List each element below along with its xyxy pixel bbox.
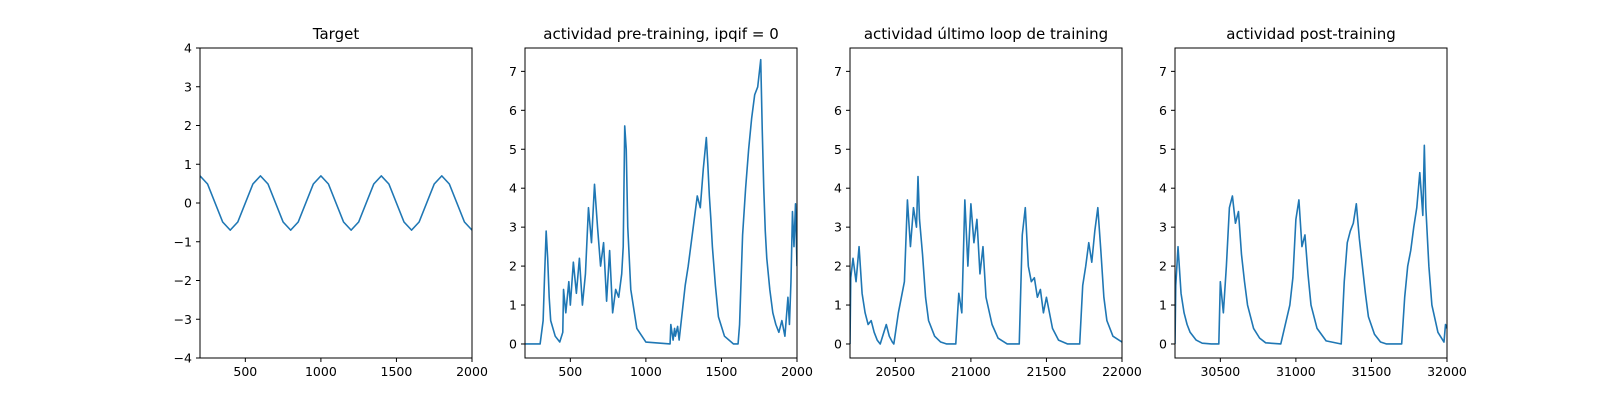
y-tick-label: 3 (1159, 220, 1167, 235)
y-tick-label: 0 (834, 336, 842, 351)
y-tick-label: 4 (834, 181, 842, 196)
y-tick-label: 3 (184, 79, 192, 94)
y-tick-label: 1 (184, 157, 192, 172)
y-tick-label: −1 (174, 234, 192, 249)
y-tick-label: 6 (509, 103, 517, 118)
y-tick-label: 2 (509, 259, 517, 274)
x-tick-label: 2000 (456, 364, 488, 379)
y-tick-label: 7 (509, 64, 517, 79)
series-line (850, 175, 1122, 345)
x-tick-label: 20500 (875, 364, 915, 379)
y-tick-label: 5 (834, 142, 842, 157)
y-tick-label: 2 (184, 118, 192, 133)
y-tick-label: 0 (509, 336, 517, 351)
x-tick-label: 1500 (381, 364, 413, 379)
y-tick-label: 6 (834, 103, 842, 118)
y-tick-label: 4 (184, 41, 192, 56)
y-tick-label: 2 (1159, 259, 1167, 274)
subplot-title: actividad último loop de training (864, 25, 1108, 43)
y-tick-label: 3 (834, 220, 842, 235)
axes-frame (524, 47, 798, 359)
x-tick-label: 1000 (630, 364, 662, 379)
x-tick-label: 1500 (706, 364, 738, 379)
subplot-1: Target 500 1000 1500 2000 −4 −3 −2 −1 0 1 2 3 4 (174, 25, 488, 379)
x-tick-label: 32000 (1427, 364, 1467, 379)
y-tick-label: 5 (509, 142, 517, 157)
x-tick-label: 2000 (781, 364, 813, 379)
y-tick-label: 1 (834, 298, 842, 313)
x-tick-label: 500 (233, 364, 257, 379)
y-tick-label: 0 (184, 196, 192, 211)
y-tick-label: 3 (509, 220, 517, 235)
x-tick-label: 30500 (1200, 364, 1240, 379)
y-tick-label: 2 (834, 259, 842, 274)
axes-frame (849, 47, 1123, 359)
x-tick-label: 31000 (1276, 364, 1316, 379)
y-tick-label: 1 (1159, 298, 1167, 313)
y-tick-label: 5 (1159, 142, 1167, 157)
subplot-2: actividad pre-training, ipqif = 0 500 1000… (509, 25, 813, 379)
y-tick-label: −2 (174, 273, 192, 288)
x-tick-label: 21500 (1027, 364, 1067, 379)
subplot-title: actividad pre-training, ipqif = 0 (543, 25, 779, 43)
subplot-title: Target (312, 25, 360, 43)
series-line (200, 175, 472, 231)
y-tick-label: 1 (509, 298, 517, 313)
x-tick-label: 22000 (1102, 364, 1142, 379)
x-tick-label: 31500 (1352, 364, 1392, 379)
subplot-title: actividad post-training (1226, 25, 1395, 43)
y-tick-label: 4 (1159, 181, 1167, 196)
x-tick-label: 1000 (305, 364, 337, 379)
y-tick-label: 0 (1159, 336, 1167, 351)
x-tick-label: 21000 (951, 364, 991, 379)
series-line (525, 58, 797, 345)
y-tick-label: 7 (834, 64, 842, 79)
y-tick-label: −4 (174, 351, 192, 366)
x-tick-label: 500 (558, 364, 582, 379)
y-tick-label: 7 (1159, 64, 1167, 79)
y-tick-label: 6 (1159, 103, 1167, 118)
y-tick-label: −3 (174, 312, 192, 327)
y-tick-label: 4 (509, 181, 517, 196)
axes-frame (1174, 47, 1448, 359)
series-line (1175, 144, 1447, 345)
